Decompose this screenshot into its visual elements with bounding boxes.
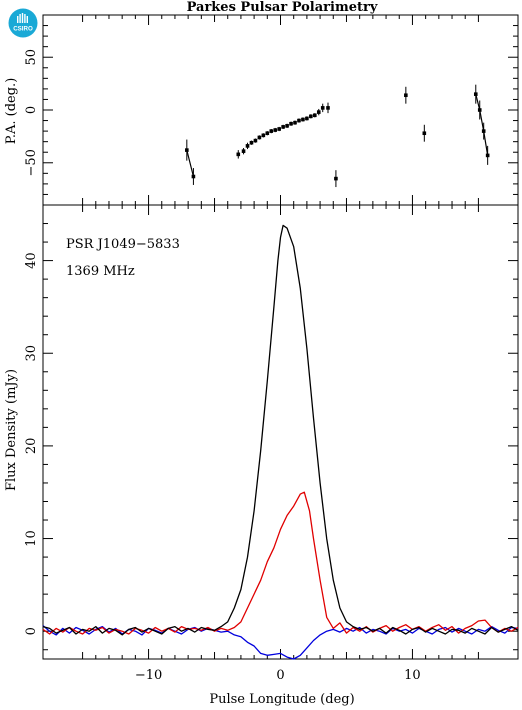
profile-xtick-label: −10 [135,668,162,683]
profile-xtick-labels: −10 0 10 [135,668,421,683]
pa-point [257,135,262,140]
csiro-logo-text: CSIRO [13,26,33,33]
pa-point [297,118,301,123]
profile-ylabel: Flux Density (mJy) [4,369,19,491]
figure-title: Parkes Pulsar Polarimetry [187,0,378,15]
pa-point [473,92,478,96]
pa-ylabel: P.A. (deg.) [4,78,19,145]
psr-name-label: PSR J1049−5833 [66,237,180,252]
pa-point [309,114,313,119]
profile-circular-line [42,625,519,660]
pa-point [301,117,305,122]
profile-ytick-label: 30 [24,345,39,362]
pa-point [236,152,241,157]
profile-total-line [42,224,519,636]
profile-ytick-label: 40 [24,252,39,269]
pa-point [185,148,189,152]
pa-point [404,93,408,98]
pa-point [326,106,330,110]
profile-ytick-label: 20 [24,438,39,455]
pa-point [485,153,490,158]
pa-ytick-label: −50 [24,149,39,176]
profile-xtick-label: 0 [276,668,284,683]
pa-panel: −50 0 50 P.A. (deg.) [4,14,519,206]
profile-series [42,224,519,660]
profile-xtick-label: 10 [404,668,421,683]
pa-point [273,128,278,132]
pa-connector [479,109,485,132]
pa-point [313,113,317,118]
frequency-label: 1369 MHz [66,264,135,279]
profile-linear-line [42,491,519,635]
pa-ytick-label: 50 [24,49,39,66]
pa-point [334,176,338,181]
profile-ticks [43,205,518,659]
pa-connector [483,131,489,156]
pa-point [281,125,285,129]
pa-points [185,84,490,188]
pa-point [320,106,325,110]
pa-point [305,116,309,121]
pa-ytick-labels: −50 0 50 [24,49,39,177]
pa-ticks [43,15,518,205]
pa-point [249,140,254,145]
pa-point [241,149,246,153]
profile-ytick-label: 0 [24,627,39,635]
pa-point [277,127,281,131]
profile-ytick-label: 10 [24,530,39,547]
pa-point [269,129,274,133]
profile-xlabel: Pulse Longitude (deg) [209,692,354,707]
pa-point [191,174,196,179]
pa-point [285,124,289,128]
pa-point [422,131,427,136]
pa-point [477,108,482,112]
pa-point [293,120,297,125]
profile-ytick-labels: 0 10 20 30 40 [24,252,39,635]
pa-point [316,110,321,114]
profile-panel: 0 10 20 30 40 −10 0 10 PSR J1049−5833 1369 MHz… [4,204,519,707]
pa-point [265,131,270,136]
pa-point [253,138,258,143]
pa-connector [475,94,481,111]
pa-point [261,133,266,138]
pa-ytick-label: 0 [24,106,39,114]
pa-point [245,144,250,148]
pa-point [481,129,486,133]
pa-connector [186,149,194,177]
csiro-logo: CSIRO [8,8,38,38]
pa-point [289,121,293,126]
pa-frame [42,14,519,206]
